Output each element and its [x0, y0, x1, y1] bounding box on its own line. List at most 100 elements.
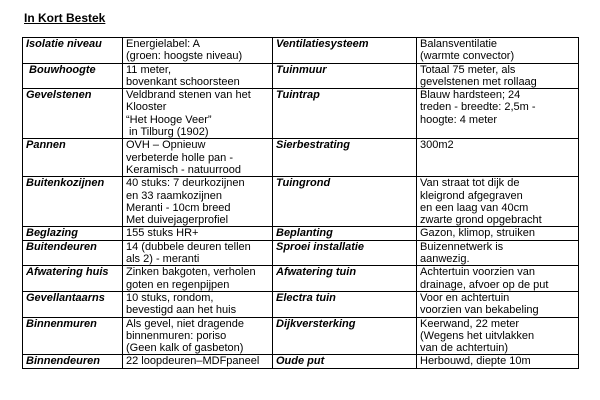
- label-cell: Electra tuin: [272, 290, 417, 318]
- value-cell: Buizennetwerk is aanwezig.: [416, 239, 579, 267]
- cell-text: Binnendeuren: [26, 355, 100, 368]
- cell-text: Zinken bakgoten, verholen: [126, 266, 256, 279]
- cell-text: Gevellantaarns: [26, 291, 105, 304]
- cell-text: Tuinmuur: [276, 63, 327, 76]
- label-cell: Gevelstenen: [22, 88, 123, 140]
- cell-text: Ventilatiesysteem: [276, 38, 369, 50]
- cell-text: Herbouwd, diepte 10m: [420, 355, 531, 368]
- cell-text: en een laag van 40cm: [420, 201, 529, 214]
- cell-text: Meranti - 10cm breed: [126, 201, 231, 214]
- cell-text: Pannen: [26, 139, 66, 152]
- cell-text: Bouwhoogte: [26, 63, 96, 76]
- value-cell: Voor en achtertuin voorzien van bekabelin…: [416, 290, 579, 318]
- value-cell: 155 stuks HR+: [122, 226, 273, 241]
- label-cell: Ventilatiesysteem: [272, 37, 417, 64]
- cell-text: Beplanting: [276, 227, 333, 240]
- label-cell: Afwatering tuin: [272, 265, 417, 292]
- cell-text: Klooster: [126, 101, 167, 114]
- document-title: In Kort Bestek: [24, 11, 106, 25]
- label-cell: Binnenmuren: [22, 316, 123, 356]
- cell-text: Dijkversterking: [276, 317, 356, 330]
- label-cell: Buitenkozijnen: [22, 176, 123, 228]
- cell-text: Oude put: [276, 355, 325, 368]
- value-cell: Als gevel, niet dragende binnenmuren: por…: [122, 316, 273, 356]
- label-cell: Beplanting: [272, 226, 417, 241]
- cell-text: (warmte convector): [420, 50, 515, 63]
- value-cell: Achtertuin voorzien van drainage, afvoer …: [416, 265, 579, 292]
- cell-text: Gevelstenen: [26, 89, 92, 102]
- cell-text: Tuingrond: [276, 177, 331, 190]
- cell-text: Sierbestrating: [276, 139, 350, 152]
- value-cell: 11 meter, bovenkant schoorsteen: [122, 62, 273, 90]
- cell-text: OVH – Opnieuw: [126, 139, 206, 152]
- cell-text: aanwezig.: [420, 253, 470, 266]
- cell-text: kleigrond afgegraven: [420, 189, 523, 202]
- cell-text: Als gevel, niet dragende: [126, 317, 245, 330]
- table-row: Afwatering huis Zinken bakgoten, verholen…: [22, 265, 579, 292]
- cell-text: Totaal 75 meter, als: [420, 63, 516, 76]
- cell-text: 10 stuks, rondom,: [126, 291, 214, 304]
- cell-text: Keerwand, 22 meter: [420, 317, 520, 330]
- cell-text: zwarte grond opgebracht: [420, 214, 542, 227]
- table-row: Binnendeuren 22 loopdeuren–MDFpaneel Oude …: [22, 354, 579, 369]
- cell-text: Met duivejagerprofiel: [126, 214, 229, 227]
- cell-text: 300m2: [420, 139, 454, 152]
- value-cell: 40 stuks: 7 deurkozijnen en 33 raamkozijn…: [122, 176, 273, 228]
- cell-text: 22 loopdeuren–MDFpaneel: [126, 355, 260, 368]
- cell-text: 14 (dubbele deuren tellen: [126, 240, 251, 253]
- cell-text: gevelstenen met rollaag: [420, 75, 537, 88]
- cell-text: Achtertuin voorzien van: [420, 266, 535, 279]
- spec-table: Isolatie niveau Energielabel: A (groen: ho…: [22, 37, 579, 369]
- cell-text: in Tilburg (1902): [126, 126, 209, 139]
- cell-text: 11 meter,: [126, 63, 172, 76]
- cell-text: drainage, afvoer op de put: [420, 278, 549, 291]
- table-row: Beglazing 155 stuks HR+ Beplanting Gazon, k…: [22, 226, 579, 241]
- value-cell: 10 stuks, rondom, bevestigd aan het huis: [122, 290, 273, 318]
- label-cell: Dijkversterking: [272, 316, 417, 356]
- value-cell: Balansventilatie (warmte convector): [416, 37, 579, 64]
- cell-text: Blauw hardsteen; 24: [420, 89, 521, 102]
- label-cell: Sierbestrating: [272, 138, 417, 178]
- cell-text: Balansventilatie: [420, 38, 498, 50]
- label-cell: Gevellantaarns: [22, 290, 123, 318]
- cell-text: voorzien van bekabeling: [420, 304, 539, 317]
- value-cell: Gazon, klimop, struiken: [416, 226, 579, 241]
- value-cell: Van straat tot dijk de kleigrond afgegrav…: [416, 176, 579, 228]
- value-cell: 300m2: [416, 138, 579, 178]
- label-cell: Beglazing: [22, 226, 123, 241]
- cell-text: Sproei installatie: [276, 240, 365, 253]
- label-cell: Buitendeuren: [22, 239, 123, 267]
- value-cell: 22 loopdeuren–MDFpaneel: [122, 354, 273, 369]
- label-cell: Binnendeuren: [22, 354, 123, 369]
- label-cell: Tuingrond: [272, 176, 417, 228]
- table-row: Isolatie niveau Energielabel: A (groen: ho…: [22, 37, 579, 64]
- cell-text: Gazon, klimop, struiken: [420, 227, 535, 240]
- cell-text: Isolatie niveau: [26, 38, 102, 50]
- table-row: Binnenmuren Als gevel, niet dragende binne…: [22, 316, 579, 356]
- cell-text: Voor en achtertuin: [420, 291, 510, 304]
- cell-text: hoogte: 4 meter: [420, 113, 498, 126]
- cell-text: treden - breedte: 2,5m -: [420, 101, 536, 114]
- cell-text: bevestigd aan het huis: [126, 304, 237, 317]
- cell-text: Tuintrap: [276, 89, 320, 102]
- label-cell: Pannen: [22, 138, 123, 178]
- cell-text: Buizennetwerk is: [420, 240, 504, 253]
- cell-text: Veldbrand stenen van het: [126, 89, 251, 102]
- value-cell: Zinken bakgoten, verholen goten en regenp…: [122, 265, 273, 292]
- table-row: Buitenkozijnen 40 stuks: 7 deurkozijnen en…: [22, 176, 579, 228]
- cell-text: bovenkant schoorsteen: [126, 75, 240, 88]
- table-row: Pannen OVH – Opnieuw verbeterde holle pan …: [22, 138, 579, 178]
- label-cell: Oude put: [272, 354, 417, 369]
- cell-text: Afwatering huis: [26, 266, 109, 279]
- table-row: Bouwhoogte 11 meter, bovenkant schoorsteen…: [22, 62, 579, 90]
- cell-text: goten en regenpijpen: [126, 278, 230, 291]
- cell-text: als 2) - meranti: [126, 253, 200, 266]
- value-cell: OVH – Opnieuw verbeterde holle pan - Keram…: [122, 138, 273, 178]
- table-row: Gevellantaarns 10 stuks, rondom, bevestigd…: [22, 290, 579, 318]
- cell-text: (groen: hoogste niveau): [126, 50, 243, 63]
- value-cell: 14 (dubbele deuren tellen als 2) - merant…: [122, 239, 273, 267]
- cell-text: Buitenkozijnen: [26, 177, 105, 190]
- cell-text: en 33 raamkozijnen: [126, 189, 223, 202]
- cell-text: Energielabel: A: [126, 38, 200, 50]
